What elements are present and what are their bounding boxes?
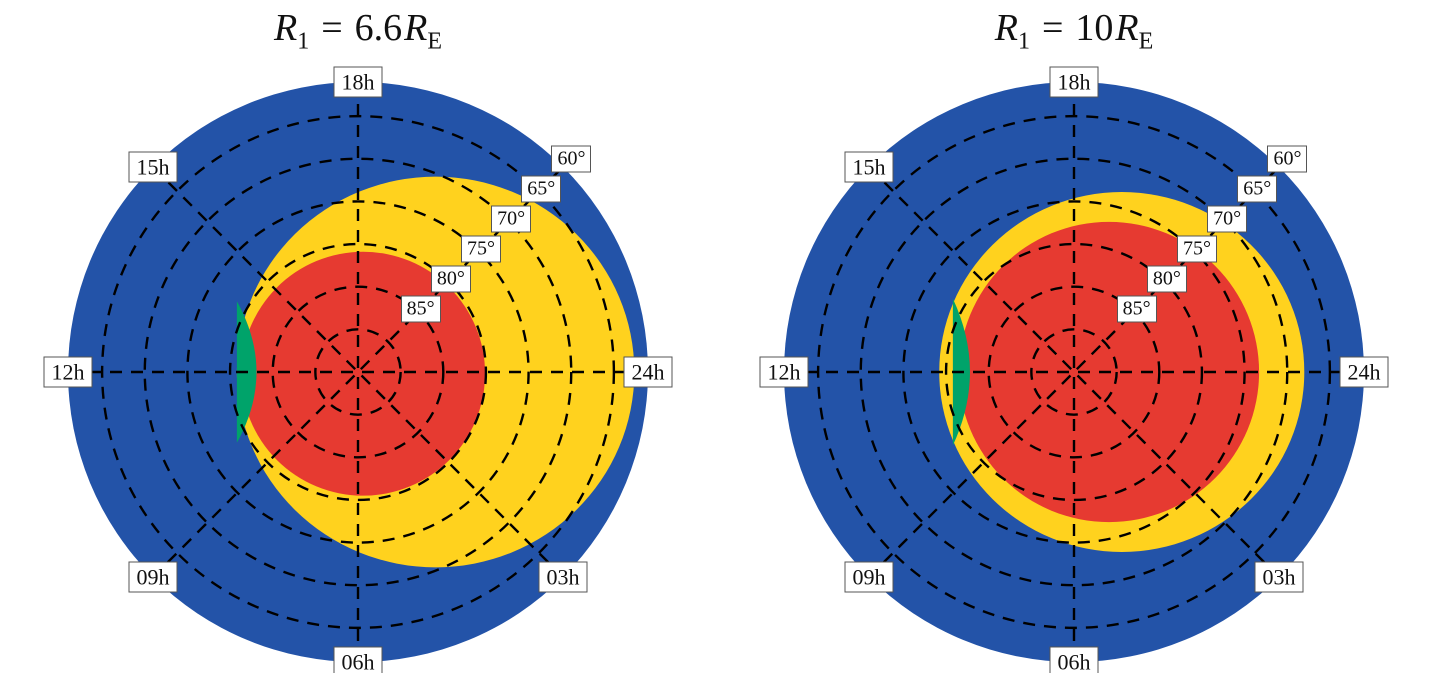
title-variable-subscript: 1 — [1017, 28, 1030, 55]
polar-dial — [784, 82, 1364, 662]
mlt-label-06h: 06h — [1049, 646, 1099, 673]
latitude-label-60: 60° — [1267, 145, 1308, 173]
mlt-label-12h: 12h — [759, 356, 809, 388]
latitude-ring-65 — [143, 157, 573, 587]
mlt-label-12h: 12h — [43, 356, 93, 388]
polar-dial — [68, 82, 648, 662]
latitude-label-65: 65° — [1237, 175, 1278, 203]
title-unit-variable: R — [404, 7, 428, 49]
latitude-label-85: 85° — [1116, 295, 1157, 323]
latitude-label-75: 75° — [1176, 235, 1217, 263]
latitude-ring-80 — [987, 285, 1161, 459]
latitude-label-60: 60° — [551, 145, 592, 173]
mlt-label-24h: 24h — [1339, 356, 1389, 388]
latitude-label-85: 85° — [400, 295, 441, 323]
latitude-ring-65 — [859, 157, 1289, 587]
mlt-label-03h: 03h — [538, 561, 588, 593]
latitude-label-75: 75° — [460, 235, 501, 263]
mlt-label-09h: 09h — [844, 561, 894, 593]
panel-right: R1 = 10RE 18h 15h 12h 09h 06h 03h 24h 85° 80° 75° 70… — [716, 0, 1432, 673]
mlt-label-15h: 15h — [844, 151, 894, 183]
latitude-label-70: 70° — [1207, 205, 1248, 233]
latitude-ring-85 — [1030, 328, 1118, 416]
latitude-ring-70 — [902, 200, 1246, 544]
panel-left: R1 = 6.6RE 18h 15h 12h 09h 06h 03h 24h 85° 80° 75° 7… — [0, 6, 716, 673]
latitude-label-80: 80° — [430, 265, 471, 293]
mlt-label-03h: 03h — [1254, 561, 1304, 593]
latitude-ring-85 — [314, 328, 402, 416]
mlt-spoke-135deg — [152, 166, 564, 578]
title-unit-variable: R — [1115, 7, 1139, 49]
mlt-spoke-45deg — [152, 166, 564, 578]
latitude-ring-75 — [944, 242, 1204, 502]
latitude-ring-70 — [186, 200, 530, 544]
latitude-label-65: 65° — [521, 175, 562, 203]
title-value: 6.6 — [354, 7, 403, 49]
mlt-label-24h: 24h — [623, 356, 673, 388]
title-unit-subscript: E — [1138, 28, 1154, 55]
polar-plot-area-left — [68, 82, 648, 662]
title-variable: R — [273, 7, 298, 49]
latitude-ring-60 — [100, 114, 616, 630]
title-variable-subscript: 1 — [297, 28, 310, 55]
latitude-ring-75 — [228, 242, 488, 502]
polar-plot-area-right — [716, 0, 1432, 673]
mlt-label-09h: 09h — [128, 561, 178, 593]
title-unit-subscript: E — [427, 28, 443, 55]
latitude-ring-60 — [816, 114, 1332, 630]
mlt-spoke-45deg — [868, 166, 1280, 578]
latitude-ring-80 — [271, 285, 445, 459]
title-value: 10 — [1075, 7, 1114, 49]
mlt-label-15h: 15h — [128, 151, 178, 183]
title-variable: R — [994, 7, 1018, 49]
title-equals: = — [321, 7, 343, 49]
latitude-label-70: 70° — [491, 205, 532, 233]
mlt-spoke-135deg — [868, 166, 1280, 578]
mlt-label-18h: 18h — [1049, 66, 1099, 98]
title-equals: = — [1041, 7, 1064, 49]
latitude-label-80: 80° — [1146, 265, 1187, 293]
panel-right-title: R1 = 10RE — [716, 6, 1432, 56]
panel-left-title: R1 = 6.6RE — [0, 6, 716, 56]
mlt-label-06h: 06h — [333, 646, 383, 673]
mlt-label-18h: 18h — [333, 66, 383, 98]
